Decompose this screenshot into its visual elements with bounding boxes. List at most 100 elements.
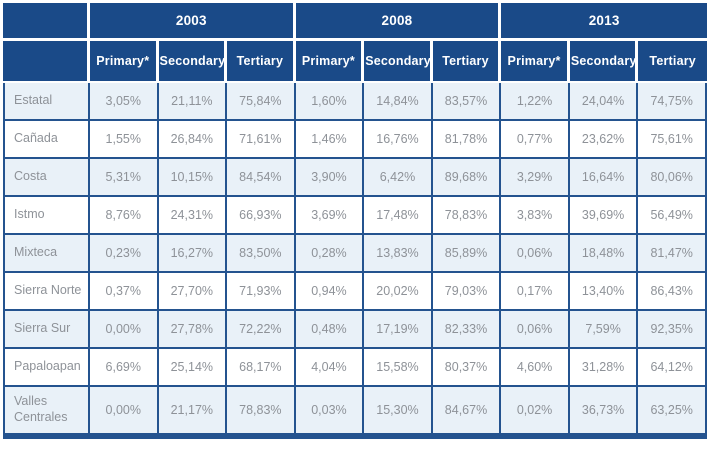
- value-cell: 23,62%: [569, 121, 639, 159]
- value-cell: 17,48%: [364, 197, 433, 235]
- corner-cell: [3, 3, 90, 41]
- value-cell: 21,17%: [158, 387, 228, 439]
- regional-sector-table: 2003 2008 2013 Primary* Secondary Tertiary Pri…: [3, 3, 707, 439]
- region-label: Costa: [3, 159, 90, 197]
- value-cell: 10,15%: [158, 159, 228, 197]
- value-cell: 26,84%: [158, 121, 228, 159]
- value-cell: 80,06%: [638, 159, 707, 197]
- table-row: Sierra Norte 0,37% 27,70% 71,93% 0,94% 20,02%…: [3, 273, 707, 311]
- value-cell: 4,60%: [501, 349, 570, 387]
- value-cell: 0,03%: [295, 387, 365, 439]
- value-cell: 72,22%: [227, 311, 296, 349]
- value-cell: 16,76%: [364, 121, 433, 159]
- value-cell: 56,49%: [638, 197, 707, 235]
- value-cell: 1,46%: [295, 121, 365, 159]
- page: 2003 2008 2013 Primary* Secondary Tertiary Pri…: [3, 3, 707, 439]
- value-cell: 6,69%: [90, 349, 159, 387]
- value-cell: 84,54%: [227, 159, 296, 197]
- value-cell: 83,57%: [432, 83, 502, 121]
- value-cell: 0,23%: [90, 235, 159, 273]
- column-header: Secondary: [569, 41, 639, 83]
- column-header: Secondary: [158, 41, 228, 83]
- value-cell: 27,70%: [158, 273, 228, 311]
- value-cell: 16,27%: [158, 235, 228, 273]
- value-cell: 0,77%: [501, 121, 570, 159]
- value-cell: 5,31%: [90, 159, 159, 197]
- value-cell: 4,04%: [295, 349, 365, 387]
- value-cell: 17,19%: [364, 311, 433, 349]
- value-cell: 27,78%: [158, 311, 228, 349]
- value-cell: 75,84%: [227, 83, 296, 121]
- value-cell: 80,37%: [432, 349, 502, 387]
- region-label: Istmo: [3, 197, 90, 235]
- value-cell: 86,43%: [638, 273, 707, 311]
- value-cell: 3,29%: [501, 159, 570, 197]
- table-row: Sierra Sur 0,00% 27,78% 72,22% 0,48% 17,19% 82…: [3, 311, 707, 349]
- value-cell: 7,59%: [569, 311, 639, 349]
- column-header: Primary*: [295, 41, 365, 83]
- region-label: Papaloapan: [3, 349, 90, 387]
- value-cell: 79,03%: [432, 273, 502, 311]
- table-row: Cañada 1,55% 26,84% 71,61% 1,46% 16,76% 81,78%…: [3, 121, 707, 159]
- corner-cell-sub: [3, 41, 90, 83]
- value-cell: 78,83%: [227, 387, 296, 439]
- table-row: Costa 5,31% 10,15% 84,54% 3,90% 6,42% 89,68% 3,…: [3, 159, 707, 197]
- year-header-row: 2003 2008 2013: [3, 3, 707, 41]
- value-cell: 81,78%: [432, 121, 502, 159]
- value-cell: 66,93%: [227, 197, 296, 235]
- value-cell: 3,90%: [295, 159, 365, 197]
- value-cell: 3,05%: [90, 83, 159, 121]
- value-cell: 0,94%: [295, 273, 365, 311]
- table-body: Estatal 3,05% 21,11% 75,84% 1,60% 14,84% 83,57…: [3, 83, 707, 439]
- value-cell: 8,76%: [90, 197, 159, 235]
- value-cell: 1,55%: [90, 121, 159, 159]
- region-label: Mixteca: [3, 235, 90, 273]
- value-cell: 13,40%: [569, 273, 639, 311]
- value-cell: 15,58%: [364, 349, 433, 387]
- column-header: Primary*: [90, 41, 159, 83]
- value-cell: 0,06%: [501, 311, 570, 349]
- table-row: Estatal 3,05% 21,11% 75,84% 1,60% 14,84% 83,57…: [3, 83, 707, 121]
- column-header: Primary*: [501, 41, 570, 83]
- value-cell: 39,69%: [569, 197, 639, 235]
- region-label: Cañada: [3, 121, 90, 159]
- value-cell: 0,06%: [501, 235, 570, 273]
- value-cell: 24,04%: [569, 83, 639, 121]
- value-cell: 20,02%: [364, 273, 433, 311]
- subheader-row: Primary* Secondary Tertiary Primary* Seconda…: [3, 41, 707, 83]
- value-cell: 18,48%: [569, 235, 639, 273]
- value-cell: 21,11%: [158, 83, 228, 121]
- column-header: Tertiary: [432, 41, 502, 83]
- value-cell: 83,50%: [227, 235, 296, 273]
- table-row: Istmo 8,76% 24,31% 66,93% 3,69% 17,48% 78,83% 3…: [3, 197, 707, 235]
- value-cell: 78,83%: [432, 197, 502, 235]
- table-header: 2003 2008 2013 Primary* Secondary Tertiary Pri…: [3, 3, 707, 83]
- value-cell: 0,37%: [90, 273, 159, 311]
- value-cell: 71,61%: [227, 121, 296, 159]
- value-cell: 6,42%: [364, 159, 433, 197]
- value-cell: 0,48%: [295, 311, 365, 349]
- column-header: Tertiary: [227, 41, 296, 83]
- region-label: Valles Centrales: [3, 387, 90, 439]
- table-row: Mixteca 0,23% 16,27% 83,50% 0,28% 13,83% 85,89…: [3, 235, 707, 273]
- value-cell: 71,93%: [227, 273, 296, 311]
- region-label: Sierra Sur: [3, 311, 90, 349]
- value-cell: 85,89%: [432, 235, 502, 273]
- value-cell: 3,83%: [501, 197, 570, 235]
- value-cell: 0,28%: [295, 235, 365, 273]
- value-cell: 13,83%: [364, 235, 433, 273]
- value-cell: 81,47%: [638, 235, 707, 273]
- value-cell: 31,28%: [569, 349, 639, 387]
- value-cell: 0,02%: [501, 387, 570, 439]
- value-cell: 1,60%: [295, 83, 365, 121]
- value-cell: 24,31%: [158, 197, 228, 235]
- value-cell: 16,64%: [569, 159, 639, 197]
- value-cell: 74,75%: [638, 83, 707, 121]
- year-header: 2013: [501, 3, 707, 41]
- value-cell: 84,67%: [432, 387, 502, 439]
- value-cell: 64,12%: [638, 349, 707, 387]
- value-cell: 75,61%: [638, 121, 707, 159]
- value-cell: 92,35%: [638, 311, 707, 349]
- value-cell: 25,14%: [158, 349, 228, 387]
- year-header: 2008: [295, 3, 502, 41]
